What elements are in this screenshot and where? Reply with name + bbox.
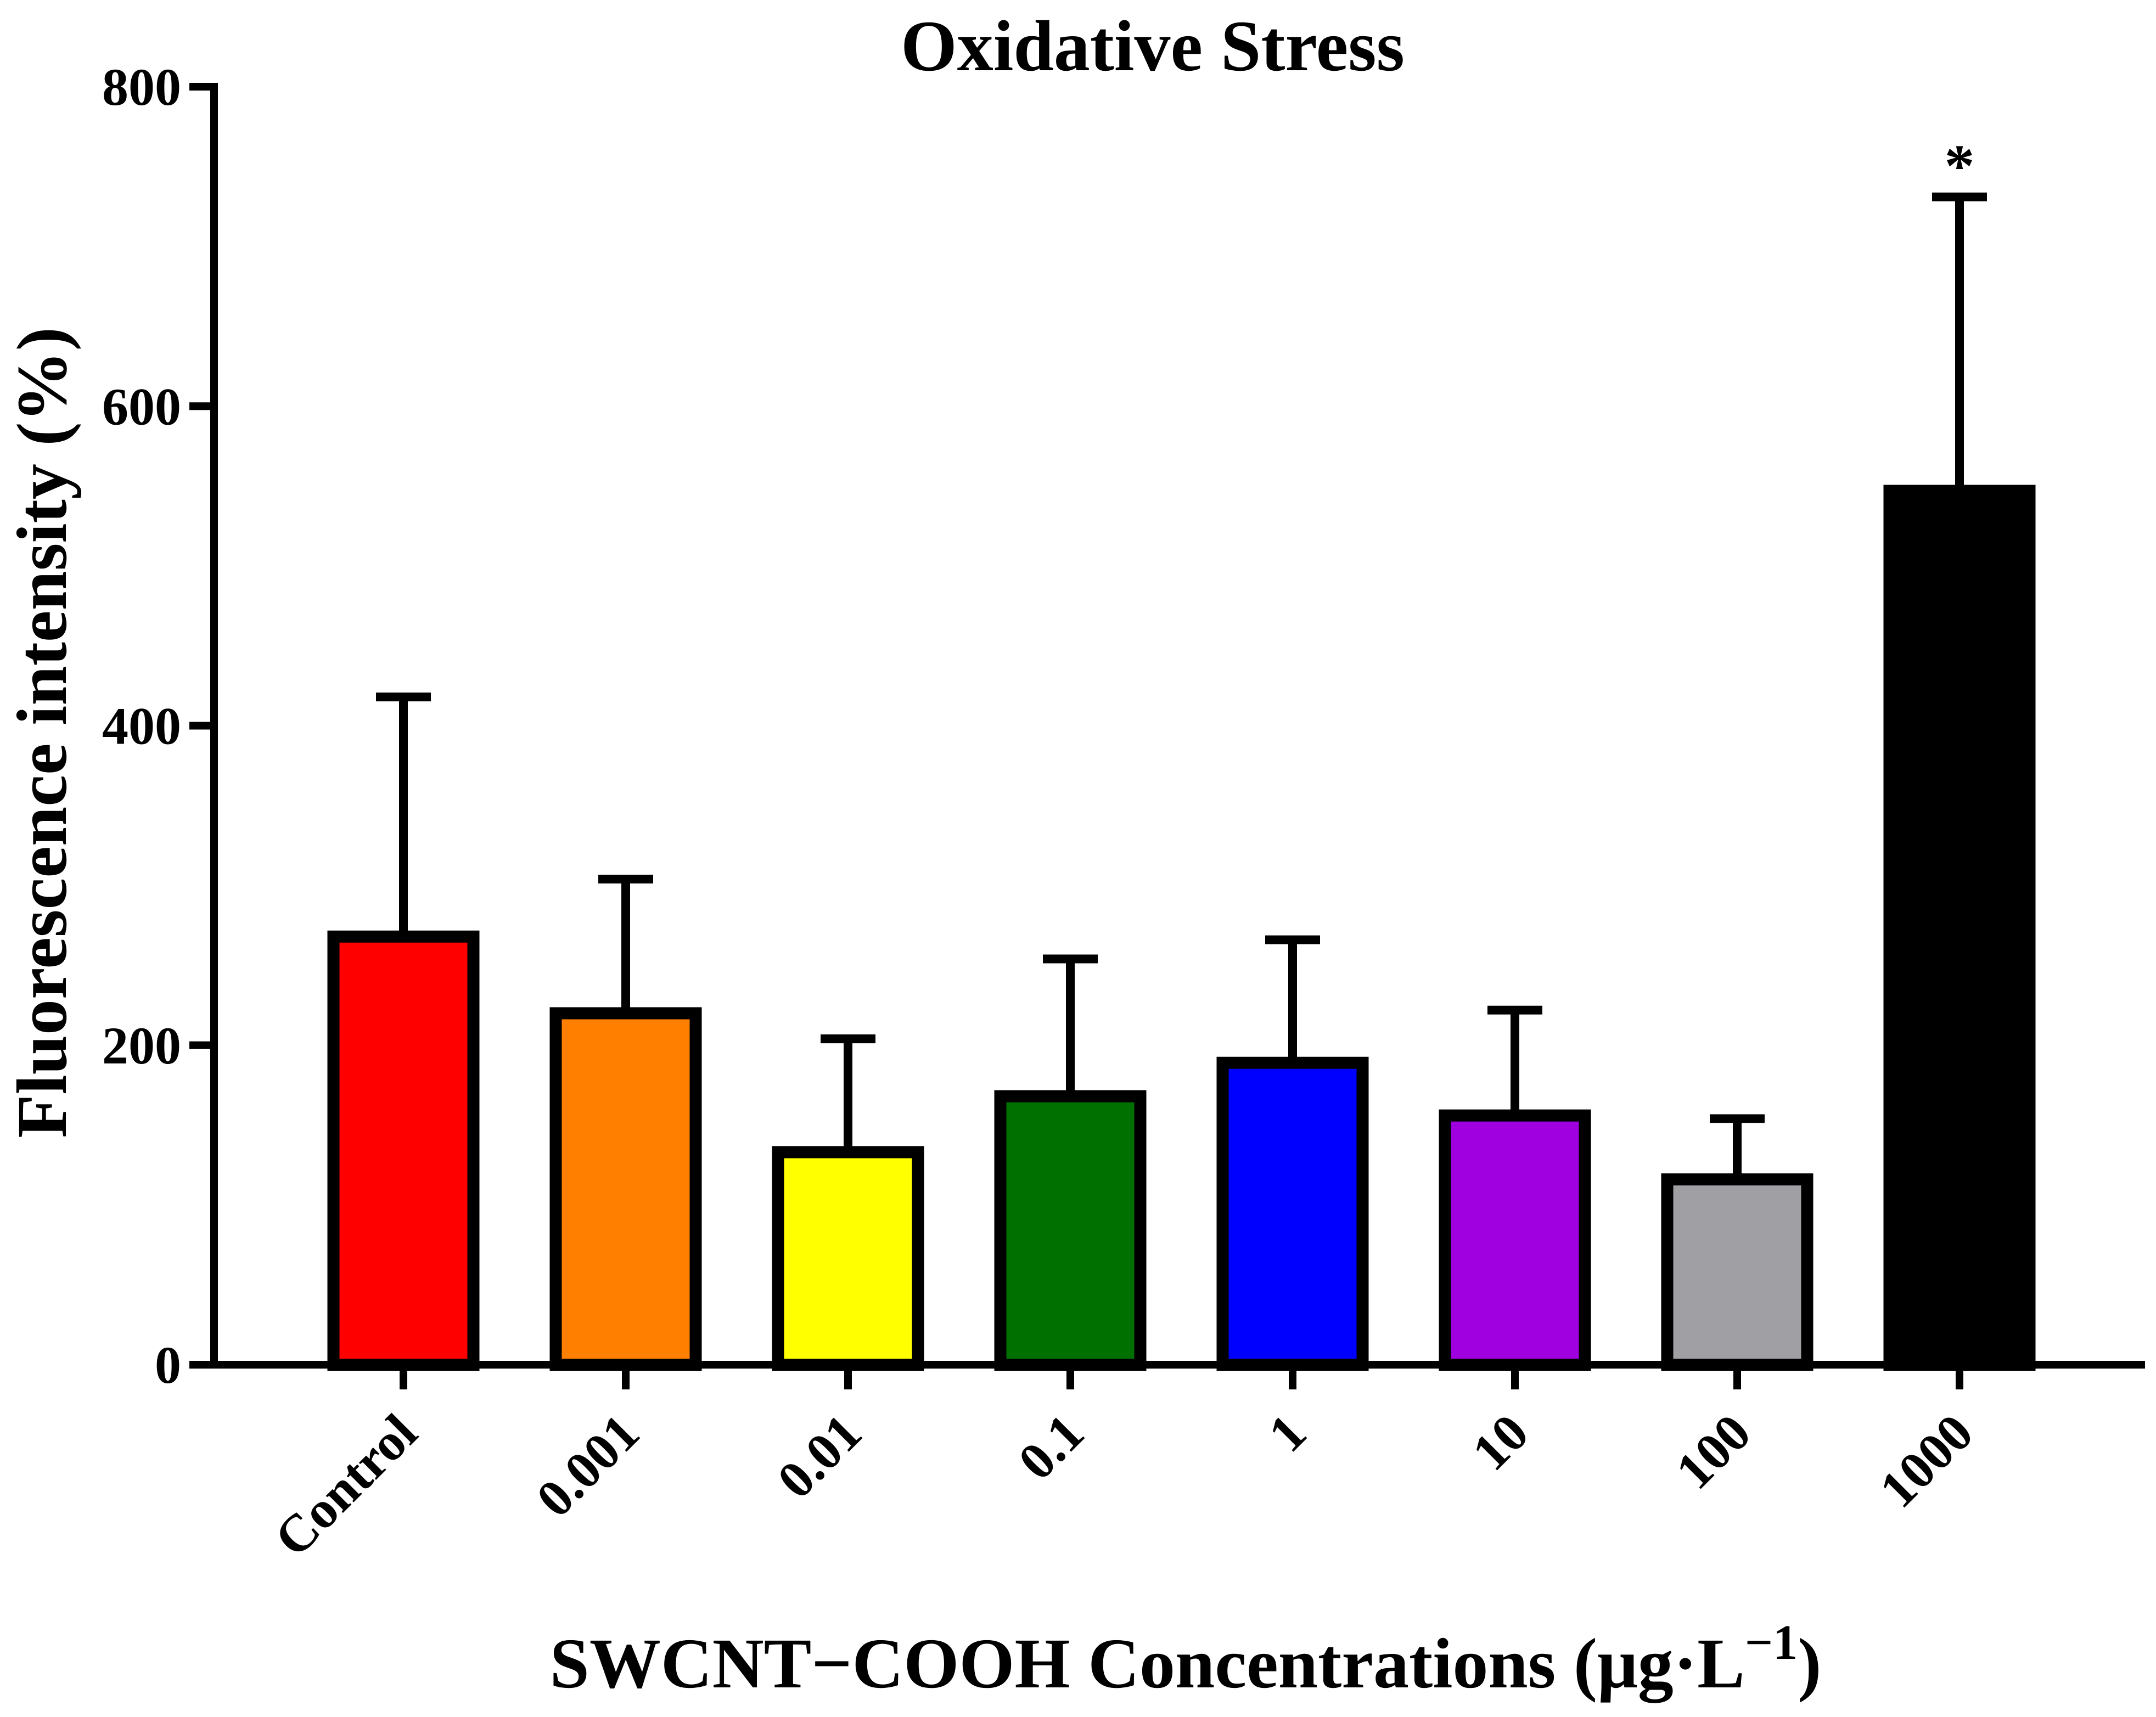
- bar-100: [1661, 1173, 1813, 1371]
- x-tick-label-1: 1: [1257, 1403, 1317, 1463]
- bar-0.01: [772, 1146, 924, 1371]
- y-tick-label-800: 800: [102, 58, 181, 116]
- bar-0.001: [549, 1007, 702, 1371]
- x-tick-label-0.001: 0.001: [525, 1403, 650, 1528]
- chart-title: Oxidative Stress: [901, 5, 1405, 86]
- bar-Control: [327, 930, 480, 1371]
- x-axis-label-close: ): [1798, 1624, 1821, 1703]
- x-axis-label-main: SWCNT−COOH Concentrations (μg·L: [550, 1624, 1745, 1703]
- x-tick-label-0.01: 0.01: [766, 1403, 872, 1509]
- bar-0.1: [994, 1090, 1147, 1371]
- x-axis-label-superscript: −1: [1745, 1615, 1798, 1670]
- y-axis-label: Fluorescence intensity (%): [3, 327, 82, 1138]
- significance-marker-1000: *: [1945, 132, 1975, 199]
- bar-1000: [1883, 485, 2036, 1371]
- y-tick-label-600: 600: [102, 377, 181, 436]
- x-tick-label-100: 100: [1664, 1403, 1761, 1500]
- x-tick-label-1000: 1000: [1868, 1403, 1984, 1518]
- bar-1: [1216, 1056, 1369, 1371]
- y-tick-label-200: 200: [102, 1016, 181, 1075]
- plot-area: Control 0.001 0.01 0.1 1 10 100 1000 * 0 200 400 600…: [102, 58, 2145, 1568]
- y-tick-label-400: 400: [102, 697, 181, 756]
- x-tick-label-0.1: 0.1: [1007, 1403, 1095, 1491]
- x-axis-label: SWCNT−COOH Concentrations (μg·L−1): [550, 1615, 1822, 1703]
- bar-10: [1439, 1109, 1591, 1371]
- y-tick-label-0: 0: [155, 1336, 181, 1394]
- x-tick-label-10: 10: [1461, 1403, 1540, 1482]
- x-tick-label-Control: Control: [263, 1403, 428, 1568]
